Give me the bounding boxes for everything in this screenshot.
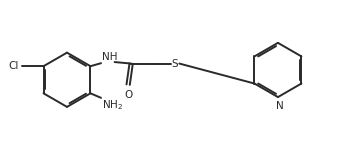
Text: Cl: Cl <box>8 61 19 71</box>
Text: S: S <box>172 59 178 69</box>
Text: NH: NH <box>102 52 117 62</box>
Text: O: O <box>124 90 132 100</box>
Text: N: N <box>276 101 283 111</box>
Text: NH$_2$: NH$_2$ <box>102 99 123 112</box>
